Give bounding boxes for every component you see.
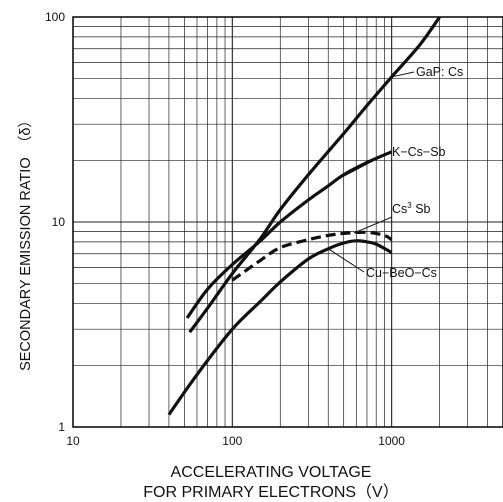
annotation-gap-cs: GaP: Cs (416, 65, 463, 79)
annotation-leaders (327, 71, 415, 273)
annotation-text: GaP: Cs (416, 65, 463, 79)
annotation-cu-beo-cs: Cu−BeO−Cs (366, 266, 437, 280)
annotation-cs-sb: Cs3 Sb (392, 201, 431, 216)
y-tick-labels: 1 10 100 (45, 10, 65, 434)
series-lines (167, 16, 441, 416)
y-tick-label: 10 (52, 215, 66, 229)
plot-frame (72, 16, 503, 428)
annotation-leader (336, 151, 391, 181)
y-axis-label: SECONDARY EMISSION RATIO （δ） (17, 113, 34, 371)
annotation-leader (353, 216, 393, 234)
x-tick-label: 1000 (378, 434, 405, 448)
annotations: GaP: Cs K−Cs−Sb Cs3 Sb Cu−BeO−Cs (366, 65, 463, 280)
series-line-gap-cs (188, 16, 441, 334)
y-tick-label: 100 (45, 10, 65, 24)
annotation-text: K−Cs−Sb (392, 145, 446, 159)
x-tick-labels: 10 100 1000 (66, 434, 405, 448)
x-axis-label-line2: FOR PRIMARY ELECTRONS（V） (143, 483, 398, 501)
x-tick-label: 100 (222, 434, 242, 448)
x-axis-label-line1: ACCELERATING VOLTAGE (171, 464, 372, 481)
x-tick-label: 10 (66, 434, 80, 448)
annotation-text: Cs (392, 202, 407, 216)
annotation-text-suffix: Sb (412, 202, 431, 216)
series-line-cs3-sb (231, 230, 393, 282)
annotation-superscript: 3 (407, 201, 412, 210)
major-gridlines (73, 17, 503, 427)
series-line-k-cs-sb (185, 150, 393, 319)
annotation-leader (391, 71, 415, 78)
annotation-leader (327, 248, 365, 273)
series-line-cu-beo-cs (167, 239, 393, 416)
annotation-text: Cu−BeO−Cs (366, 266, 437, 280)
annotation-k-cs-sb: K−Cs−Sb (392, 145, 446, 159)
y-tick-label: 1 (58, 420, 65, 434)
